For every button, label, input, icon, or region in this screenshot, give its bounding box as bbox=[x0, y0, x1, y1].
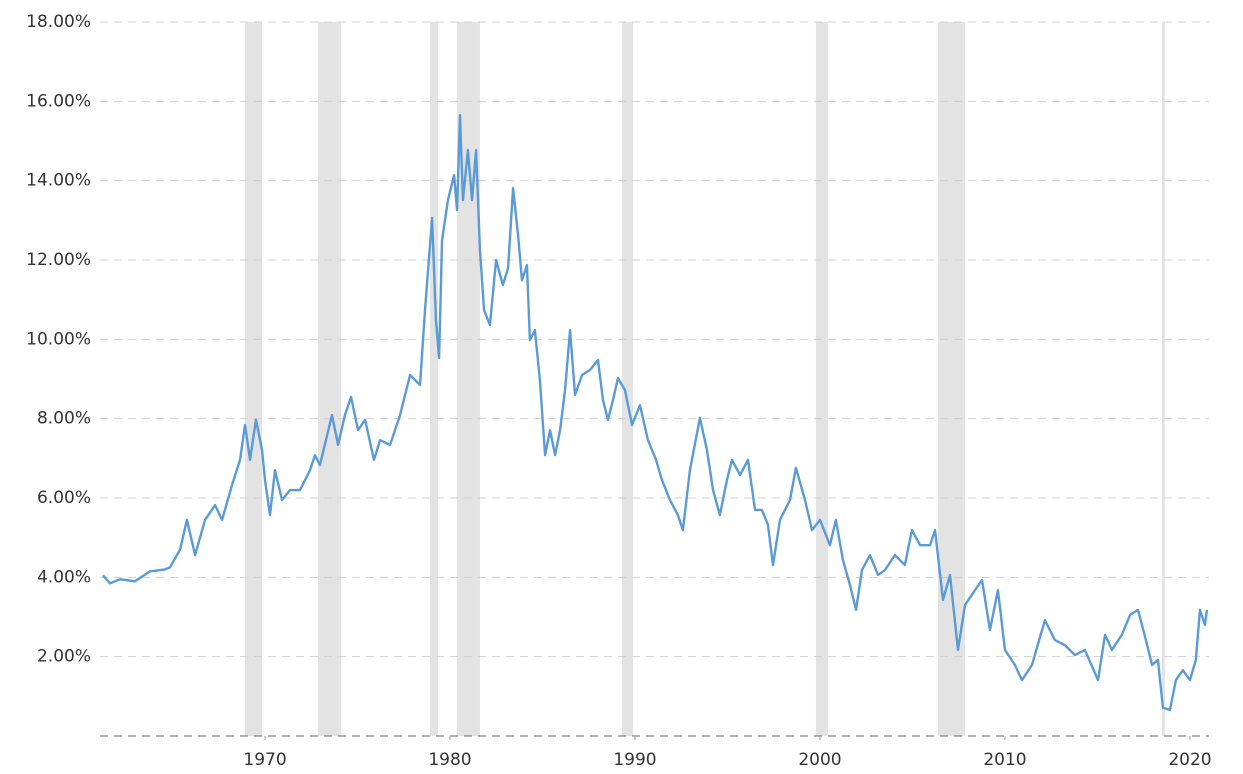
y-tick-label: 14.00% bbox=[26, 171, 91, 191]
recession-band bbox=[815, 22, 828, 736]
x-tick-label: 1980 bbox=[428, 750, 471, 770]
y-tick-label: 6.00% bbox=[37, 488, 91, 508]
y-tick-label: 10.00% bbox=[26, 329, 91, 349]
recession-band bbox=[245, 22, 263, 736]
y-tick-label: 18.00% bbox=[26, 12, 91, 32]
y-tick-label: 12.00% bbox=[26, 250, 91, 270]
x-tick-label: 1990 bbox=[613, 750, 656, 770]
y-tick-label: 16.00% bbox=[26, 91, 91, 111]
x-tick-label: 2020 bbox=[1168, 750, 1211, 770]
yield-line bbox=[102, 114, 1209, 712]
recession-band bbox=[430, 22, 438, 736]
x-tick-label: 1970 bbox=[243, 750, 286, 770]
x-tick-label: 2000 bbox=[798, 750, 841, 770]
y-tick-label: 8.00% bbox=[37, 409, 91, 429]
y-tick-label: 4.00% bbox=[37, 567, 91, 587]
recession-band bbox=[317, 22, 342, 736]
recession-band bbox=[937, 22, 966, 736]
recession-band bbox=[1162, 22, 1165, 736]
x-tick-label: 2010 bbox=[983, 750, 1026, 770]
recession-band bbox=[622, 22, 633, 736]
y-tick-label: 2.00% bbox=[37, 647, 91, 667]
